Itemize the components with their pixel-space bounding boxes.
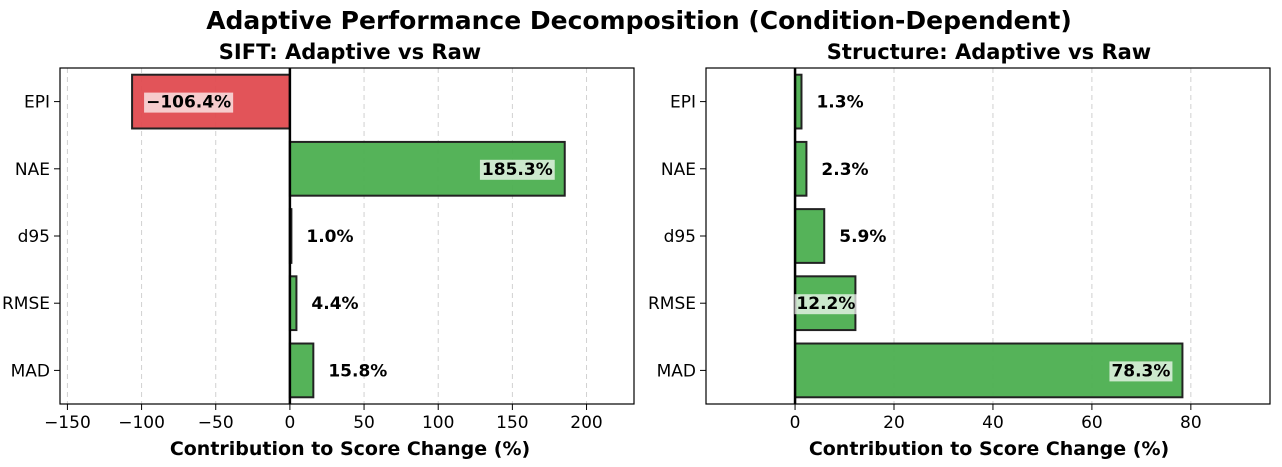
figure-suptitle: Adaptive Performance Decomposition (Cond… bbox=[206, 6, 1072, 35]
x-tick-label: 0 bbox=[790, 413, 801, 433]
y-tick-label: MAD bbox=[11, 361, 50, 381]
y-tick-label: d95 bbox=[664, 227, 696, 247]
chart-panel-sift: SIFT: Adaptive vs Raw EPI NAE d95 RMSE MAD −1… bbox=[2, 40, 635, 460]
x-tick-label: 0 bbox=[284, 413, 295, 433]
y-tick-label: d95 bbox=[18, 227, 50, 247]
bar-value-label: 12.2% bbox=[796, 294, 855, 314]
plot-area-structure: EPI NAE d95 RMSE MAD 0 20 40 60 80 1.3% 2.3% 5.9% 12.… bbox=[648, 67, 1271, 433]
y-tick-label: EPI bbox=[24, 93, 50, 113]
bar-value-label: 15.8% bbox=[328, 361, 387, 381]
chart-title-sift: SIFT: Adaptive vs Raw bbox=[219, 40, 481, 64]
chart-panel-structure: Structure: Adaptive vs Raw EPI NAE d95 RMSE… bbox=[648, 40, 1271, 460]
chart-title-structure: Structure: Adaptive vs Raw bbox=[827, 40, 1151, 64]
y-tick-label: RMSE bbox=[648, 294, 696, 314]
bar-value-label: 2.3% bbox=[821, 160, 868, 180]
bar-value-label: 1.0% bbox=[306, 227, 353, 247]
bar-value-label: 185.3% bbox=[482, 160, 553, 180]
plot-area-sift: EPI NAE d95 RMSE MAD −150 −100 −50 0 50 100 150 200 −… bbox=[2, 67, 635, 433]
x-tick-label: 60 bbox=[1081, 413, 1103, 433]
bar-value-label: 78.3% bbox=[1111, 361, 1170, 381]
y-tick-label: NAE bbox=[15, 160, 50, 180]
bar-value-label-box bbox=[1109, 361, 1173, 382]
bar-value-label-box bbox=[794, 294, 858, 315]
x-tick-label: −150 bbox=[44, 413, 91, 433]
y-tick-label: EPI bbox=[670, 93, 696, 113]
y-tick-label: MAD bbox=[657, 361, 696, 381]
bar-mad bbox=[288, 342, 315, 399]
x-tick-label: 200 bbox=[570, 413, 602, 433]
bar-d95 bbox=[794, 208, 826, 264]
x-axis-label-sift: Contribution to Score Change (%) bbox=[170, 438, 530, 460]
bar-nae bbox=[794, 140, 808, 197]
bar-value-label-box bbox=[144, 92, 234, 113]
bar-value-label: 5.9% bbox=[839, 227, 886, 247]
y-tick-label: RMSE bbox=[2, 294, 50, 314]
x-tick-label: 100 bbox=[422, 413, 454, 433]
x-tick-label: 50 bbox=[353, 413, 375, 433]
x-tick-label: −50 bbox=[198, 413, 234, 433]
y-tick-label: NAE bbox=[661, 160, 696, 180]
x-tick-label: −100 bbox=[118, 413, 165, 433]
bar-value-label: −106.4% bbox=[146, 93, 231, 113]
bar-value-label: 1.3% bbox=[816, 93, 863, 113]
x-tick-label: 80 bbox=[1180, 413, 1202, 433]
x-tick-label: 150 bbox=[496, 413, 528, 433]
x-tick-label: 40 bbox=[982, 413, 1004, 433]
bar-value-label: 4.4% bbox=[311, 294, 358, 314]
x-tick-label: 20 bbox=[883, 413, 905, 433]
x-axis-label-structure: Contribution to Score Change (%) bbox=[809, 438, 1169, 460]
bar-value-label-box bbox=[479, 159, 555, 180]
